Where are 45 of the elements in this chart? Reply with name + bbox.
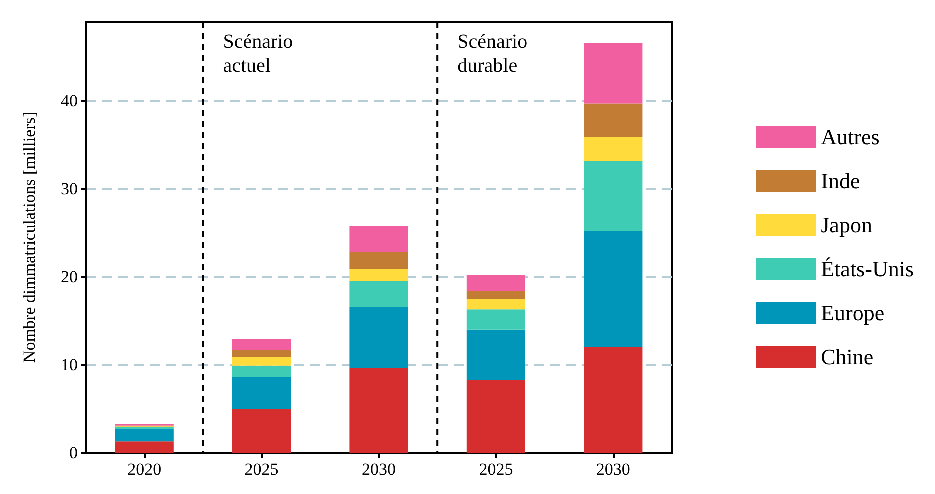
bar [232, 340, 292, 350]
legend-label: Chine [821, 344, 874, 370]
bar [115, 442, 174, 453]
bar [115, 429, 174, 442]
bar [466, 291, 526, 300]
bar [584, 160, 643, 232]
x-tick-label: 2030 [362, 460, 396, 479]
bar [350, 252, 408, 270]
x-tick-label: 2025 [479, 460, 514, 479]
legend-label: États-Unis [821, 256, 914, 282]
y-tick-label: 30 [61, 180, 78, 199]
bar [466, 380, 526, 453]
bar [350, 306, 408, 369]
bar [350, 269, 408, 282]
bar [232, 409, 292, 453]
bar [466, 275, 526, 292]
y-tick-label: 40 [61, 92, 78, 111]
bar [584, 104, 643, 138]
x-tick-label: 2025 [244, 460, 279, 479]
y-tick-label: 0 [70, 444, 78, 462]
x-tick-label: 2030 [596, 460, 630, 479]
legend-label: Autres [821, 124, 880, 150]
bar [232, 377, 292, 410]
bar [584, 137, 643, 161]
bar [350, 226, 408, 252]
bar [584, 231, 643, 348]
annotation: Scénario actuel [223, 31, 294, 77]
legend-label: Europe [821, 300, 885, 326]
bar [466, 299, 526, 310]
bar [232, 366, 292, 378]
bar [466, 310, 526, 330]
bar [232, 350, 292, 358]
bar [232, 357, 292, 366]
bar [466, 330, 526, 380]
x-tick-label: 2020 [128, 460, 162, 479]
y-axis-title: Nombre dimmatriculations [milliers] [20, 112, 39, 364]
legend-label: Japon [821, 212, 872, 238]
bar [350, 281, 408, 307]
annotation: Scénario durable [458, 31, 528, 77]
bar [350, 368, 408, 453]
y-tick-label: 10 [61, 356, 78, 375]
y-tick-label: 20 [61, 268, 78, 287]
legend-label: Inde [821, 168, 860, 194]
bar [584, 347, 643, 453]
bar [584, 43, 643, 104]
